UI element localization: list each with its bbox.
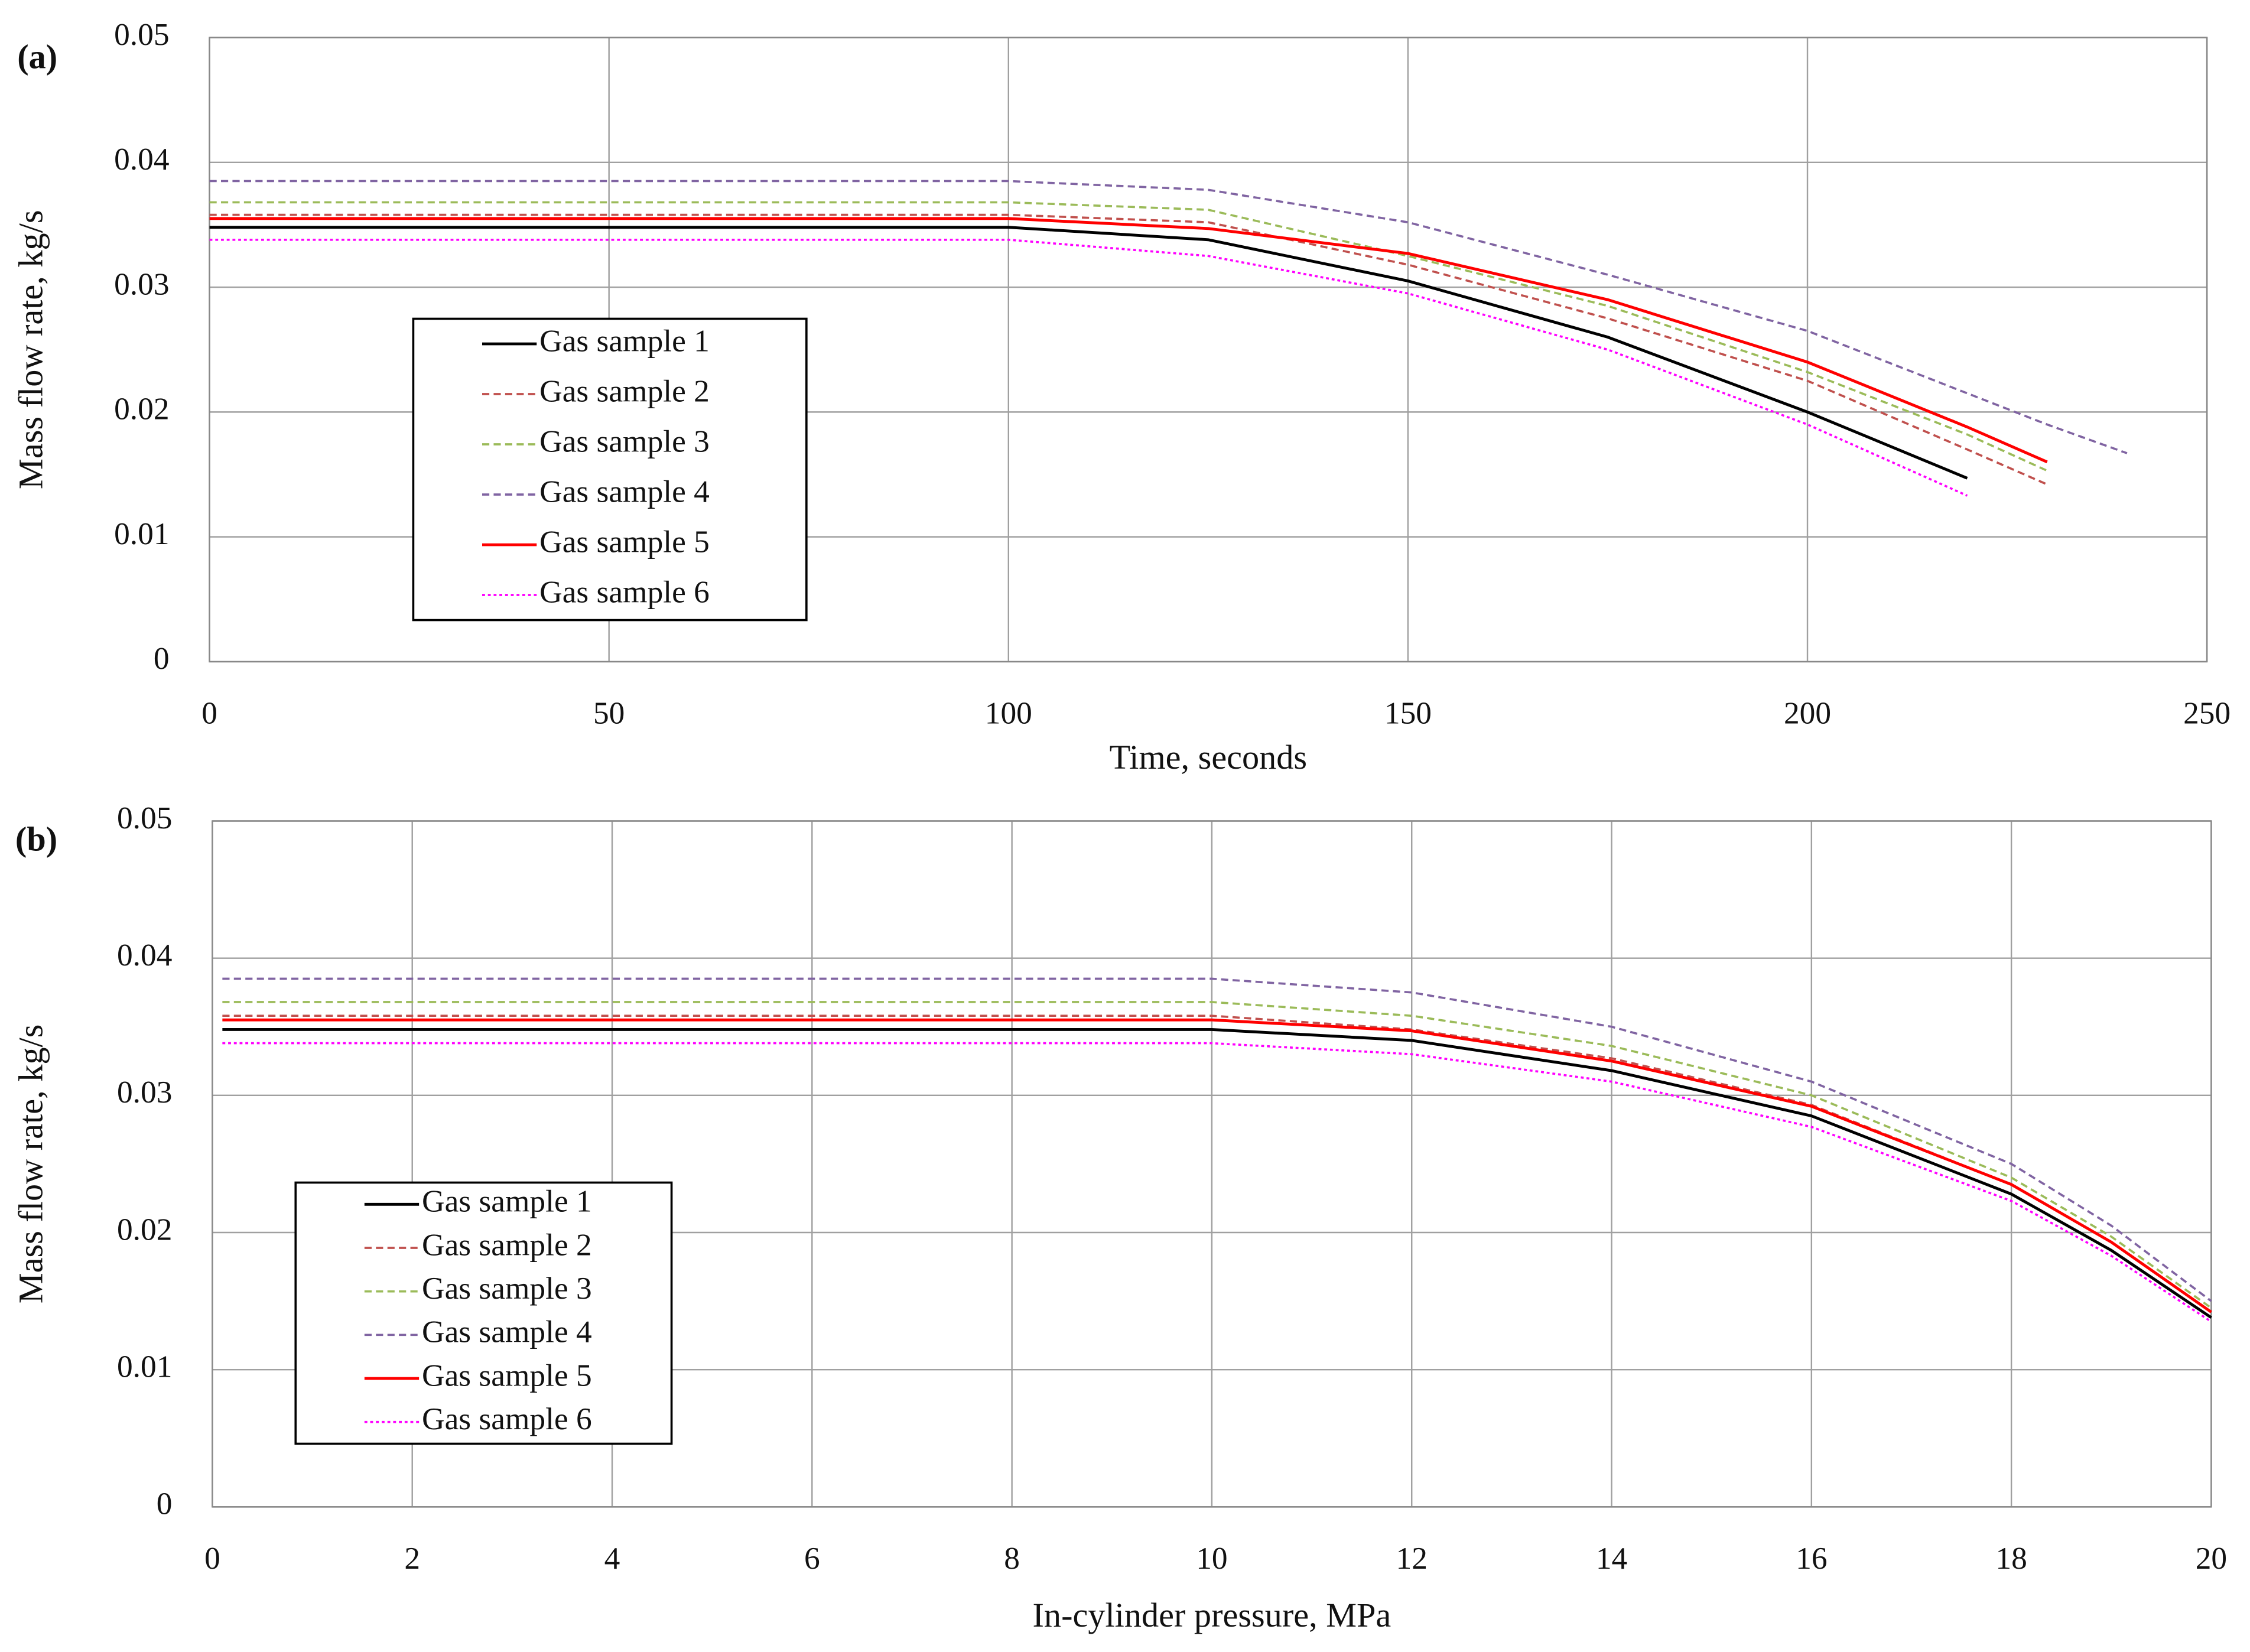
y-tick-label: 0.02: [117, 1211, 172, 1247]
series-line: [222, 1027, 2212, 1319]
legend-label: Gas sample 1: [539, 323, 710, 358]
x-tick-label: 6: [804, 1540, 820, 1576]
legend-label: Gas sample 3: [422, 1270, 592, 1306]
y-tick-label: 0: [157, 1486, 173, 1521]
x-tick-label: 100: [985, 695, 1032, 730]
panel-label: (b): [15, 820, 57, 858]
y-tick-label: 0.01: [117, 1348, 172, 1384]
x-axis-label: Time, seconds: [1110, 738, 1308, 776]
x-tick-label: 16: [1796, 1540, 1827, 1576]
series-line: [209, 217, 2048, 464]
y-axis-label: Mass flow rate, kg/s: [12, 210, 50, 489]
legend-label: Gas sample 3: [539, 423, 710, 458]
series-line: [222, 1018, 2212, 1313]
x-tick-label: 2: [404, 1540, 420, 1576]
x-tick-label: 200: [1784, 695, 1831, 730]
series-line: [209, 213, 2048, 486]
y-tick-label: 0.04: [114, 141, 169, 177]
x-tick-label: 0: [201, 695, 217, 730]
legend-label: Gas sample 5: [422, 1357, 592, 1393]
x-tick-label: 14: [1596, 1540, 1627, 1576]
x-tick-label: 8: [1004, 1540, 1020, 1576]
y-tick-label: 0.02: [114, 391, 169, 427]
panel-label: (a): [17, 38, 57, 76]
y-axis-label: Mass flow rate, kg/s: [12, 1025, 50, 1304]
plot-frame: [209, 37, 2208, 663]
plot-frame: [212, 820, 2212, 1508]
legend-box: [294, 1181, 673, 1445]
series-line: [209, 201, 2048, 472]
y-tick-label: 0.05: [117, 800, 172, 835]
legend-label: Gas sample 6: [539, 574, 710, 609]
y-tick-label: 0.03: [114, 266, 169, 301]
x-axis-label: In-cylinder pressure, MPa: [1033, 1596, 1391, 1634]
legend-label: Gas sample 1: [422, 1183, 592, 1219]
series-line: [209, 226, 1968, 480]
legend-label: Gas sample 4: [422, 1314, 592, 1349]
legend-label: Gas sample 2: [539, 373, 710, 408]
x-tick-label: 250: [2183, 695, 2231, 730]
x-tick-label: 10: [1196, 1540, 1227, 1576]
x-tick-label: 12: [1396, 1540, 1428, 1576]
legend-box: [412, 317, 808, 622]
legend-label: Gas sample 5: [539, 523, 710, 559]
y-tick-label: 0.03: [117, 1074, 172, 1110]
series-line: [222, 977, 2212, 1302]
x-tick-label: 50: [593, 695, 625, 730]
x-tick-label: 0: [204, 1540, 220, 1576]
series-line: [222, 1042, 2212, 1323]
y-tick-label: 0.04: [117, 937, 172, 973]
y-tick-label: 0.01: [114, 516, 169, 551]
legend-label: Gas sample 6: [422, 1401, 592, 1436]
x-tick-label: 150: [1384, 695, 1432, 730]
series-line: [222, 1001, 2212, 1309]
x-tick-label: 18: [1995, 1540, 2027, 1576]
x-tick-label: 20: [2196, 1540, 2227, 1576]
series-line: [209, 238, 1968, 497]
y-tick-label: 0.05: [114, 17, 169, 52]
y-tick-label: 0: [154, 640, 170, 676]
x-tick-label: 4: [604, 1540, 620, 1576]
legend-label: Gas sample 2: [422, 1227, 592, 1262]
legend-label: Gas sample 4: [539, 473, 710, 509]
